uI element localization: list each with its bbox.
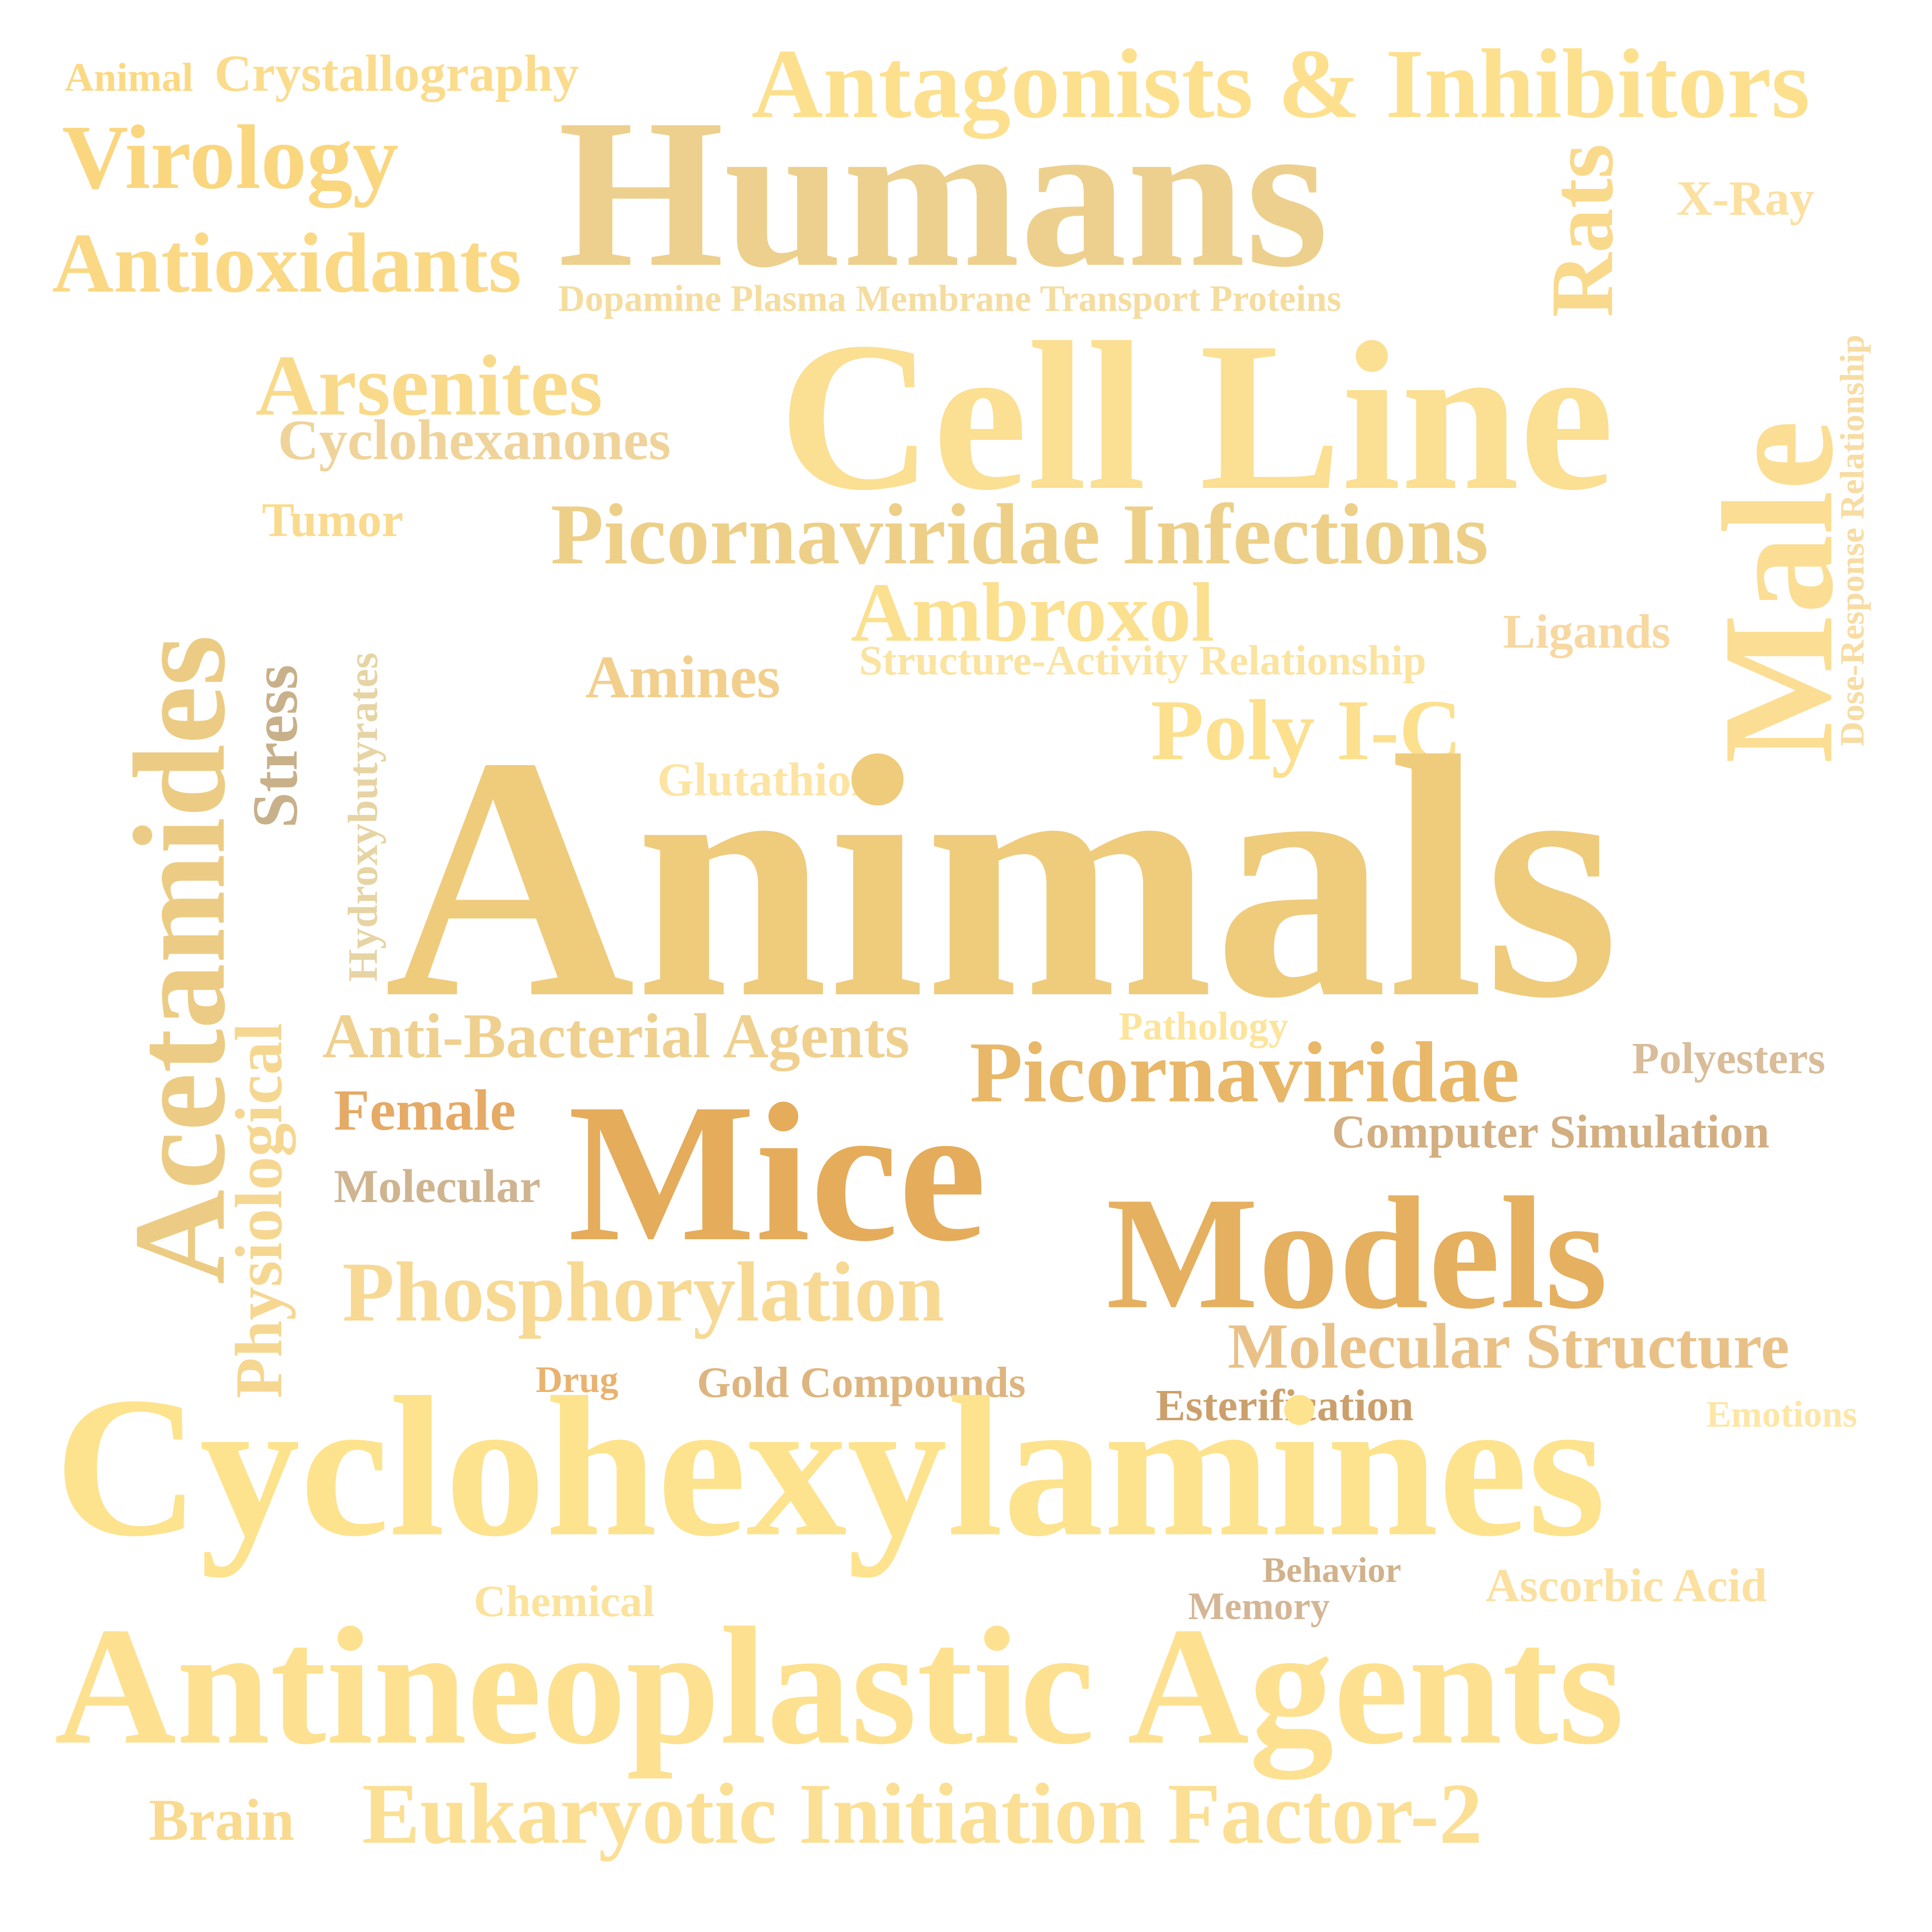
word-molecular: Molecular (334, 1160, 541, 1212)
word-computer-simulation: Computer Simulation (1332, 1105, 1770, 1158)
word-hydroxybutyrates: Hydroxybutyrates (340, 652, 386, 982)
word-antagonists-inhibitors: Antagonists & Inhibitors (751, 29, 1810, 139)
word-memory: Memory (1188, 1584, 1330, 1628)
word-mice: Mice (568, 1063, 987, 1282)
word-molecular-structure: Molecular Structure (1228, 1311, 1790, 1382)
word-picornaviridae: Picornaviridae (970, 1024, 1520, 1120)
word-pathology: Pathology (1119, 1005, 1289, 1048)
word-anti-bacterial-agents: Anti-Bacterial Agents (322, 1001, 910, 1071)
word-cell-line: Cell Line (779, 299, 1615, 535)
word-cyclohexylamines: Cyclohexylamines (55, 1355, 1606, 1578)
word-x-ray: X-Ray (1677, 171, 1814, 226)
word-male: Male (1690, 420, 1866, 764)
word-antioxidants: Antioxidants (52, 216, 522, 310)
word-physiological: Physiological (222, 1023, 296, 1398)
word-arsenites: Arsenites (255, 337, 603, 433)
word-virology: Virology (62, 107, 399, 208)
word-female: Female (334, 1078, 516, 1143)
word-structure-activity-relationship: Structure-Activity Relationship (859, 637, 1427, 684)
word-gold-compounds: Gold Compounds (697, 1359, 1026, 1407)
word-animals: Animals (384, 685, 1620, 1070)
word-stress: Stress (240, 664, 311, 828)
word-esterification: Esterification (1156, 1381, 1414, 1430)
word-glutathione: Glutathione (657, 753, 898, 806)
word-behavior: Behavior (1262, 1550, 1401, 1590)
word-tumor: Tumor (262, 493, 404, 547)
word-poly-i-c: Poly I-C (1151, 682, 1462, 778)
word-animal: Animal (64, 55, 193, 100)
word-ambroxol: Ambroxol (851, 566, 1215, 659)
word-ascorbic-acid: Ascorbic Acid (1486, 1559, 1767, 1612)
word-brain: Brain (149, 1787, 295, 1853)
word-chemical: Chemical (474, 1577, 655, 1626)
word-phosphorylation: Phosphorylation (342, 1245, 944, 1339)
word-cyclohexanones: Cyclohexanones (278, 409, 671, 472)
word-crystallography: Crystallography (214, 44, 579, 102)
word-amines: Amines (585, 644, 781, 711)
word-eukaryotic-initiation-factor-2: Eukaryotic Initiation Factor-2 (362, 1765, 1483, 1862)
word-dopamine-transport-proteins: Dopamine Plasma Membrane Transport Prote… (558, 278, 1342, 319)
word-polyesters: Polyesters (1632, 1034, 1825, 1083)
word-humans: Humans (558, 75, 1329, 311)
word-models: Models (1106, 1164, 1608, 1342)
word-emotions: Emotions (1706, 1394, 1858, 1435)
word-ligands: Ligands (1503, 605, 1671, 659)
word-drug: Drug (536, 1359, 619, 1400)
word-picornaviridae-infections: Picornaviridae Infections (551, 486, 1489, 582)
word-antineoplastic-agents: Antineoplastic Agents (55, 1592, 1624, 1779)
word-rats: Rats (1533, 144, 1631, 317)
